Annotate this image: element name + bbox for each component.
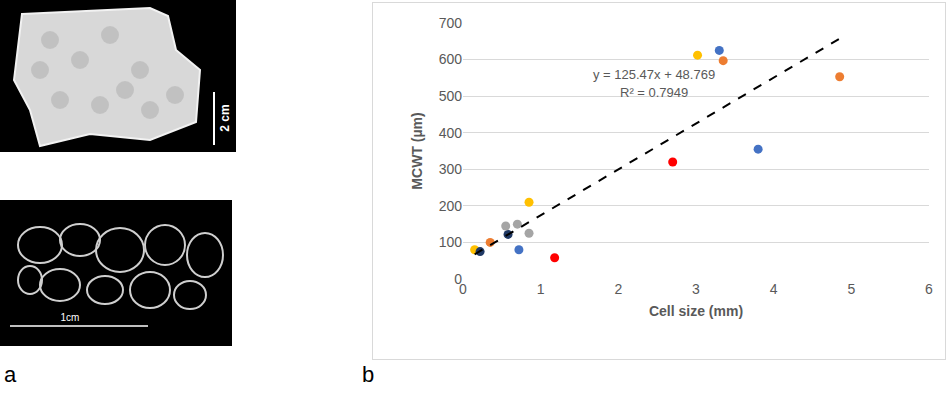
svg-text:300: 300 [439, 161, 463, 177]
html-text:b: b [362, 362, 375, 387]
svg-text:4: 4 [770, 281, 778, 297]
svg-text:400: 400 [439, 125, 463, 141]
svg-text:1: 1 [537, 281, 545, 297]
svg-text:3: 3 [692, 281, 700, 297]
svg-text:MCWT (µm): MCWT (µm) [409, 112, 425, 189]
svg-text:2: 2 [614, 281, 622, 297]
svg-text:2 cm: 2 cm [218, 104, 232, 131]
svg-text:R² = 0.7949: R² = 0.7949 [620, 85, 688, 100]
svg-text:200: 200 [439, 198, 463, 214]
svg-text:0: 0 [459, 281, 467, 297]
svg-text:0: 0 [454, 271, 462, 287]
html-text:a: a [4, 362, 17, 387]
svg-text:Cell size (mm): Cell size (mm) [649, 303, 743, 319]
svg-text:500: 500 [439, 88, 463, 104]
svg-text:100: 100 [439, 234, 463, 250]
svg-text:700: 700 [439, 15, 463, 31]
svg-text:6: 6 [925, 281, 933, 297]
svg-text:600: 600 [439, 51, 463, 67]
svg-text:5: 5 [847, 281, 855, 297]
svg-text:y = 125.47x + 48.769: y = 125.47x + 48.769 [593, 67, 715, 82]
svg-text:1cm: 1cm [61, 312, 80, 323]
